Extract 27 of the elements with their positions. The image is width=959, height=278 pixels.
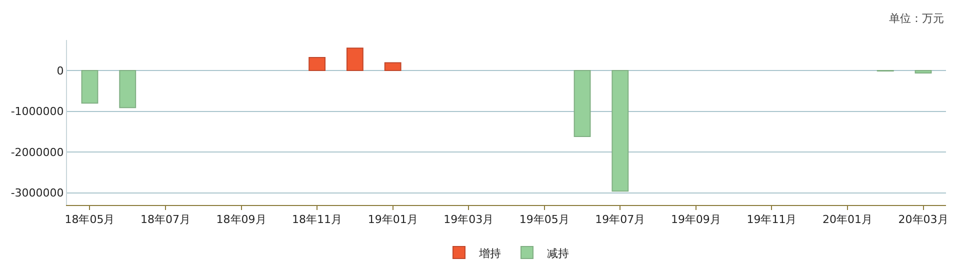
bar xyxy=(612,70,629,192)
x-tick-label: 19年01月 xyxy=(368,213,418,226)
bar xyxy=(119,70,136,108)
y-tick-label: -1000000 xyxy=(10,105,64,118)
x-tick-label: 18年07月 xyxy=(140,213,191,226)
x-tick-label: 18年09月 xyxy=(216,213,266,226)
legend-label: 增持 xyxy=(478,246,501,260)
bar xyxy=(81,70,98,104)
x-tick-label: 20年03月 xyxy=(898,213,948,226)
x-tick-label: 19年11月 xyxy=(746,213,797,226)
bar xyxy=(346,48,364,72)
text: 单位：万元 xyxy=(889,12,944,25)
y-tick-label: -2000000 xyxy=(10,146,64,159)
bar xyxy=(308,57,326,72)
x-tick-label: 18年11月 xyxy=(292,213,342,226)
legend-label: 减持 xyxy=(547,246,569,260)
bar xyxy=(914,70,932,74)
x-tick-label: 19年05月 xyxy=(519,213,570,226)
y-tick-label: -3000000 xyxy=(10,186,64,200)
bar xyxy=(574,70,591,138)
y-tick-label: 0 xyxy=(56,64,64,78)
x-tick-label: 20年01月 xyxy=(822,213,872,226)
x-tick-label: 19年07月 xyxy=(595,213,646,226)
x-tick-label: 19年09月 xyxy=(670,213,721,226)
x-tick-label: 19年03月 xyxy=(444,213,494,226)
bar xyxy=(384,62,402,72)
x-tick-label: 18年05月 xyxy=(64,213,115,226)
